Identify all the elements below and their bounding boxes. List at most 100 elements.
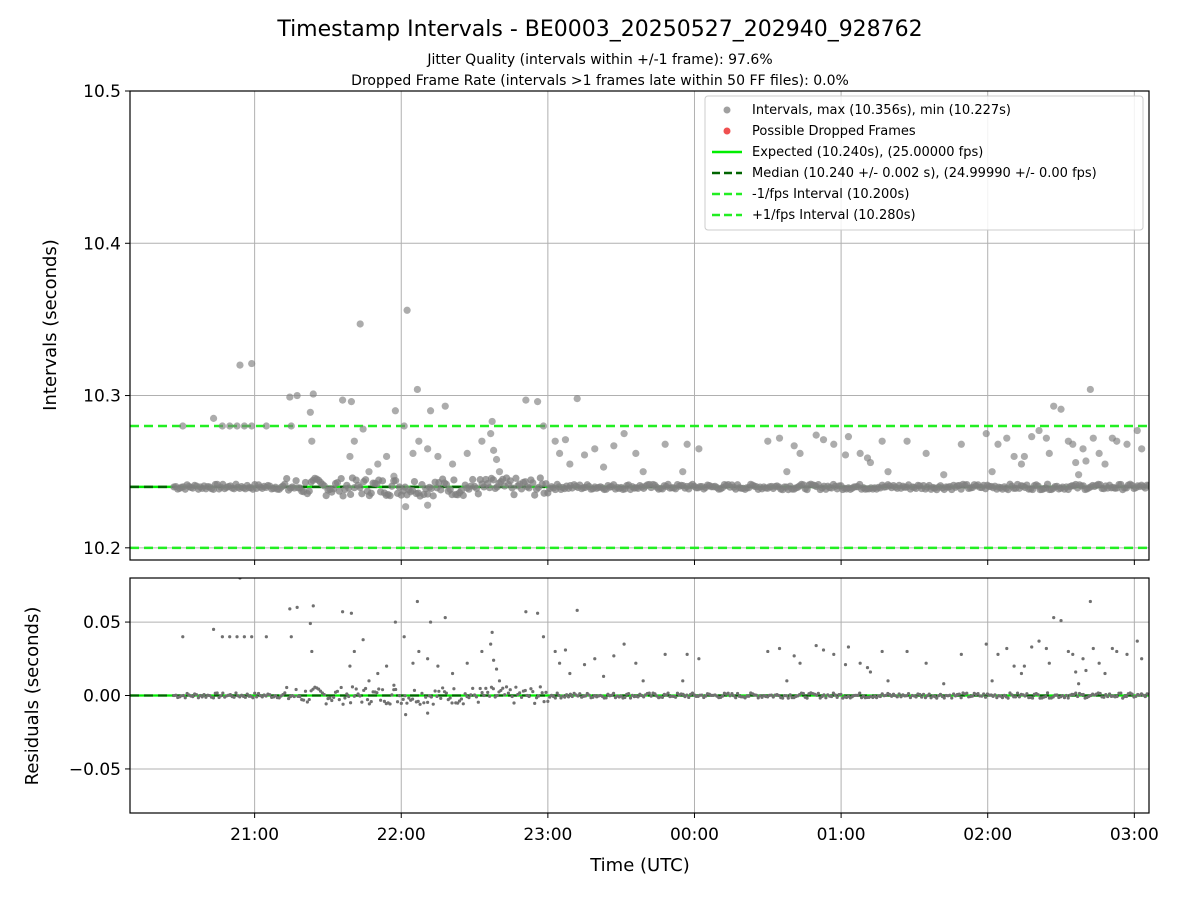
interval-point — [529, 479, 537, 487]
residual-point — [766, 649, 770, 654]
interval-point — [1075, 471, 1083, 479]
residual-point — [471, 686, 475, 690]
interval-point — [374, 460, 382, 468]
interval-point — [292, 477, 300, 485]
residual-point — [415, 599, 419, 604]
residual-point — [476, 700, 480, 704]
residual-point — [570, 694, 574, 699]
residual-point — [377, 687, 381, 691]
residual-point — [429, 695, 433, 699]
interval-point — [903, 437, 911, 445]
residual-point — [295, 605, 299, 609]
residual-point — [459, 697, 464, 701]
residual-point — [228, 692, 232, 697]
residual-point — [1104, 692, 1108, 697]
interval-point — [492, 455, 501, 464]
residual-point — [367, 702, 371, 706]
residual-point — [200, 695, 204, 699]
interval-point — [764, 437, 772, 445]
interval-point — [1035, 426, 1043, 435]
residual-point — [557, 693, 561, 698]
residual-point — [426, 657, 430, 661]
residual-point — [948, 693, 952, 697]
residual-point — [501, 686, 505, 690]
residual-point — [575, 608, 579, 612]
residual-point — [957, 692, 961, 696]
interval-point — [236, 361, 244, 369]
residual-point — [965, 691, 969, 695]
interval-point — [812, 431, 820, 439]
residual-point — [228, 635, 232, 639]
residual-point — [519, 695, 524, 700]
residual-point — [531, 689, 535, 694]
residual-point — [814, 643, 818, 648]
interval-point — [488, 417, 496, 426]
residuals-y-tick-label: −0.05 — [69, 760, 121, 780]
residual-point — [1052, 616, 1056, 620]
interval-point — [1082, 457, 1090, 465]
residual-point — [256, 691, 261, 696]
residual-point — [255, 695, 259, 699]
residual-point — [482, 693, 486, 698]
residual-point — [512, 701, 516, 705]
interval-point — [884, 468, 892, 476]
residual-point — [927, 692, 931, 696]
residual-point — [1006, 696, 1010, 700]
residual-point — [401, 697, 405, 701]
intervals-panel: 10.2 10.3 10.4 10.5 Intervals (seconds) Int… — [40, 82, 1150, 565]
interval-point — [790, 442, 798, 450]
interval-point — [429, 492, 437, 500]
residual-point — [1074, 670, 1078, 674]
interval-point — [844, 433, 853, 441]
residual-point — [536, 611, 540, 615]
residual-point — [428, 620, 433, 624]
interval-point — [508, 484, 516, 492]
interval-point — [1042, 434, 1050, 442]
residual-point — [395, 700, 400, 704]
residual-point — [700, 693, 704, 697]
residual-point — [868, 670, 873, 674]
interval-point — [487, 430, 495, 438]
residual-point — [628, 696, 633, 700]
residual-point — [1106, 694, 1110, 699]
interval-point — [512, 474, 520, 482]
residual-point — [612, 654, 616, 658]
residual-point — [1025, 692, 1029, 696]
residual-point — [704, 694, 708, 698]
interval-point — [878, 437, 886, 445]
residual-point — [491, 687, 495, 691]
residual-point — [348, 664, 352, 668]
residual-point — [777, 646, 782, 651]
residual-point — [416, 699, 420, 704]
interval-point — [362, 476, 370, 484]
interval-point — [359, 425, 367, 433]
intervals-y-ticks: 10.2 10.3 10.4 10.5 — [83, 82, 1135, 565]
residual-point — [194, 693, 199, 697]
residual-point — [394, 687, 398, 692]
residual-point — [441, 686, 445, 690]
interval-point — [489, 476, 497, 484]
interval-point — [427, 484, 435, 493]
residual-point — [921, 692, 926, 696]
residual-point — [938, 692, 943, 696]
residual-point — [1047, 661, 1051, 665]
legend-label-median: Median (10.240 +/- 0.002 s), (24.99990 +… — [752, 166, 1097, 181]
residual-point — [335, 689, 340, 693]
residual-point — [375, 691, 379, 695]
residual-point — [798, 661, 802, 665]
time-x-tick-label: 01:00 — [817, 825, 866, 845]
interval-point — [940, 471, 948, 479]
interval-point — [437, 486, 445, 494]
residual-point — [268, 693, 272, 697]
interval-point — [1003, 434, 1011, 442]
interval-point — [281, 480, 289, 488]
residual-point — [524, 610, 528, 614]
time-x-ticks: 21:00 22:00 23:00 00:00 01:00 02:00 03:00 — [230, 813, 1159, 845]
residual-point — [527, 694, 531, 699]
residual-point — [302, 698, 306, 702]
residual-point — [601, 674, 606, 679]
residual-point — [379, 698, 383, 702]
residual-point — [183, 696, 187, 700]
residual-point — [858, 661, 862, 665]
residual-point — [494, 667, 499, 671]
